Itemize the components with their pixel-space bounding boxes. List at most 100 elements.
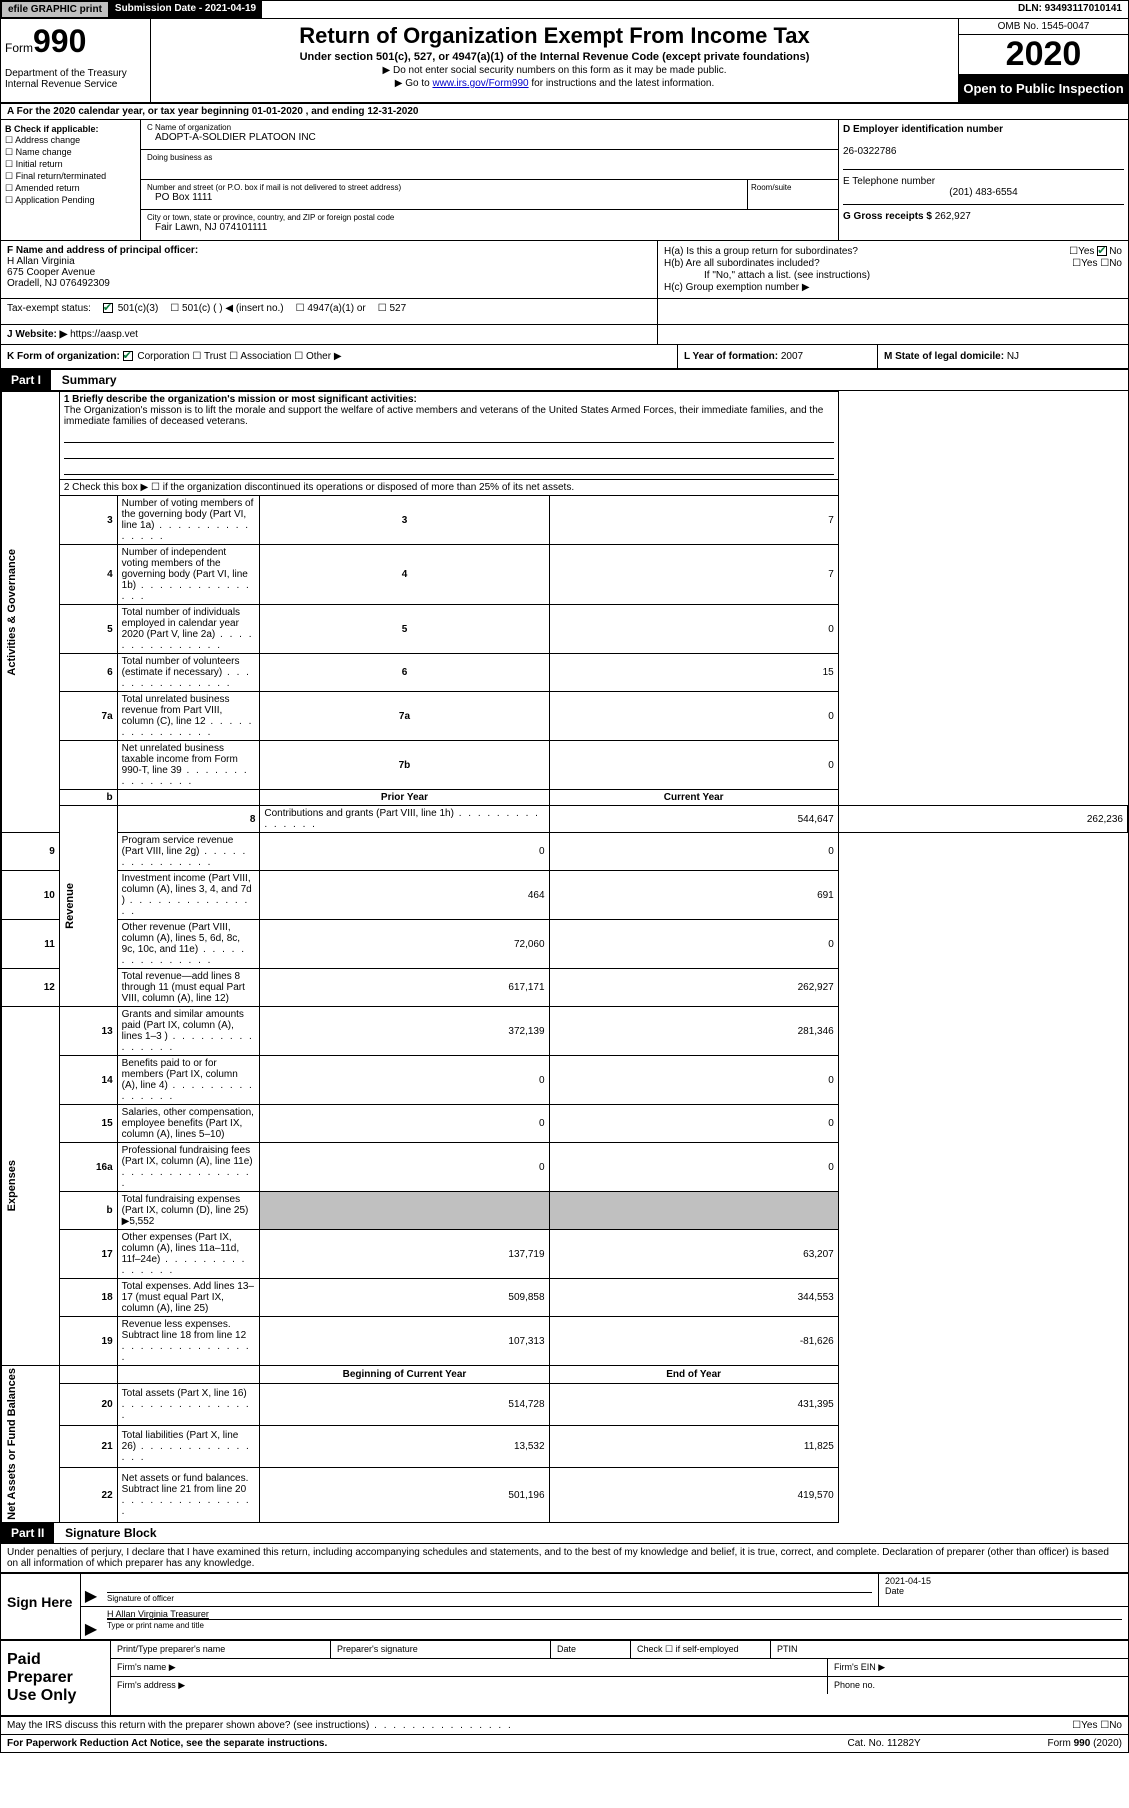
fgh-row: F Name and address of principal officer:… [1,241,1128,299]
tax-status-row: Tax-exempt status: 501(c)(3) ☐ 501(c) ( … [1,299,1128,325]
j-row: J Website: ▶ https://aasp.vet [1,325,1128,345]
addr-label: Number and street (or P.O. box if mail i… [147,183,741,192]
f-label: F Name and address of principal officer: [7,245,198,256]
hb-label: H(b) Are all subordinates included? [664,258,894,269]
prep-self-employed[interactable]: Check ☐ if self-employed [631,1641,771,1658]
hc-label: H(c) Group exemption number ▶ [664,282,1122,293]
k-label: K Form of organization: [7,351,120,362]
ha-label: H(a) Is this a group return for subordin… [664,246,894,257]
instr2-post: for instructions and the latest informat… [529,78,715,89]
q1-label: 1 Briefly describe the organization's mi… [64,394,834,405]
side-gov: Activities & Governance [6,549,18,676]
form-header: Form990 Department of the Treasury Inter… [1,19,1128,104]
instr2-pre: ▶ Go to [395,78,433,89]
chk-pending[interactable]: ☐ Application Pending [5,195,136,206]
phone-label: E Telephone number [843,176,935,187]
opt-4947: 4947(a)(1) or [307,303,365,314]
discuss-row: May the IRS discuss this return with the… [1,1717,1128,1735]
chk-name[interactable]: ☐ Name change [5,147,136,158]
ha-no-check[interactable] [1097,246,1107,256]
part2-header: Part II Signature Block [1,1523,1128,1544]
sig-name-label: Type or print name and title [107,1619,1122,1630]
k-row: K Form of organization: Corporation ☐ Tr… [1,345,1128,370]
col-d: D Employer identification number 26-0322… [838,120,1128,240]
efile-button[interactable]: efile GRAPHIC print [1,1,109,18]
prep-name-label: Print/Type preparer's name [111,1641,331,1658]
arrow-icon: ▶ [81,1607,101,1639]
b-label: B Check if applicable: [5,124,99,134]
form-container: efile GRAPHIC print Submission Date - 20… [0,0,1129,1753]
header-center: Return of Organization Exempt From Incom… [151,19,958,102]
l-value: 2007 [781,351,803,362]
firm-addr-label: Firm's address ▶ [111,1677,828,1694]
side-exp: Expenses [6,1160,18,1211]
website-label: J Website: ▶ [7,329,67,340]
dln: DLN: 93493117010141 [1012,1,1128,18]
header-left: Form990 Department of the Treasury Inter… [1,19,151,102]
opt-527: 527 [390,303,407,314]
tax-status-label: Tax-exempt status: [7,303,91,314]
chk-501c3[interactable] [103,303,113,313]
line-4: 4Number of independent voting members of… [2,545,1128,605]
irs-link[interactable]: www.irs.gov/Form990 [432,78,528,89]
line-3: 3Number of voting members of the governi… [2,496,1128,545]
form-number: 990 [33,23,86,59]
sign-section: Sign Here ▶ Signature of officer 2021-04… [1,1573,1128,1641]
opt-corp: Corporation [137,351,189,362]
sig-date-value: 2021-04-15 [885,1576,1122,1586]
side-rev: Revenue [64,883,76,929]
discuss-no[interactable]: No [1109,1720,1122,1731]
opt-501c: 501(c) ( ) ◀ (insert no.) [182,303,284,314]
form-footer: Form 990 (2020) [1048,1738,1122,1749]
ha-no: No [1109,246,1122,257]
preparer-section: Paid Preparer Use Only Print/Type prepar… [1,1641,1128,1717]
col-headers: bPrior YearCurrent Year [2,790,1128,806]
submission-date: Submission Date - 2021-04-19 [109,1,262,18]
firm-ein-label: Firm's EIN ▶ [828,1659,1128,1676]
chk-amended[interactable]: ☐ Amended return [5,183,136,194]
chk-final[interactable]: ☐ Final return/terminated [5,171,136,182]
chk-address[interactable]: ☐ Address change [5,135,136,146]
org-name: ADOPT-A-SOLDIER PLATOON INC [147,132,832,143]
department: Department of the Treasury Internal Reve… [5,68,146,90]
officer-city: Oradell, NJ 076492309 [7,278,110,289]
ha-yes[interactable]: Yes [1078,246,1094,257]
city-value: Fair Lawn, NJ 074101111 [147,222,832,233]
org-name-cell: C Name of organization ADOPT-A-SOLDIER P… [141,120,838,150]
sign-label: Sign Here [1,1574,81,1639]
part2-title: Signature Block [57,1523,164,1543]
part1-header: Part I Summary [1,370,1128,391]
public-inspection: Open to Public Inspection [959,75,1128,102]
chk-initial[interactable]: ☐ Initial return [5,159,136,170]
topbar: efile GRAPHIC print Submission Date - 20… [1,1,1128,19]
prep-ptin-label: PTIN [771,1641,1128,1658]
col-h: H(a) Is this a group return for subordin… [658,241,1128,298]
prep-date-label: Date [551,1641,631,1658]
footer: For Paperwork Reduction Act Notice, see … [1,1735,1128,1752]
tax-year: 2020 [959,35,1128,75]
officer-name: H Allan Virginia [7,256,75,267]
part2-badge: Part II [1,1523,54,1543]
prep-sig-label: Preparer's signature [331,1641,551,1658]
l-label: L Year of formation: [684,351,781,362]
website-value: https://aasp.vet [70,329,138,340]
hb-yes[interactable]: Yes [1081,258,1097,269]
m-label: M State of legal domicile: [884,351,1007,362]
discuss-yes[interactable]: Yes [1081,1720,1097,1731]
paperwork-notice: For Paperwork Reduction Act Notice, see … [7,1738,848,1749]
addr-value: PO Box 1111 [147,192,741,203]
addr-cell: Number and street (or P.O. box if mail i… [141,180,748,210]
gross-value: 262,927 [935,211,971,222]
side-net: Net Assets or Fund Balances [6,1368,18,1520]
chk-corp[interactable] [123,351,133,361]
col-c: C Name of organization ADOPT-A-SOLDIER P… [141,120,1128,240]
sig-name-value: H Allan Virginia Treasurer [107,1609,1122,1619]
q2: 2 Check this box ▶ ☐ if the organization… [59,480,838,496]
hb-note: If "No," attach a list. (see instruction… [664,270,1122,281]
hb-no[interactable]: No [1109,258,1122,269]
form-title: Return of Organization Exempt From Incom… [159,23,950,49]
line-7a: 7aTotal unrelated business revenue from … [2,692,1128,741]
firm-name-label: Firm's name ▶ [111,1659,828,1676]
dba-cell: Doing business as [141,150,838,180]
form-prefix: Form [5,41,33,55]
